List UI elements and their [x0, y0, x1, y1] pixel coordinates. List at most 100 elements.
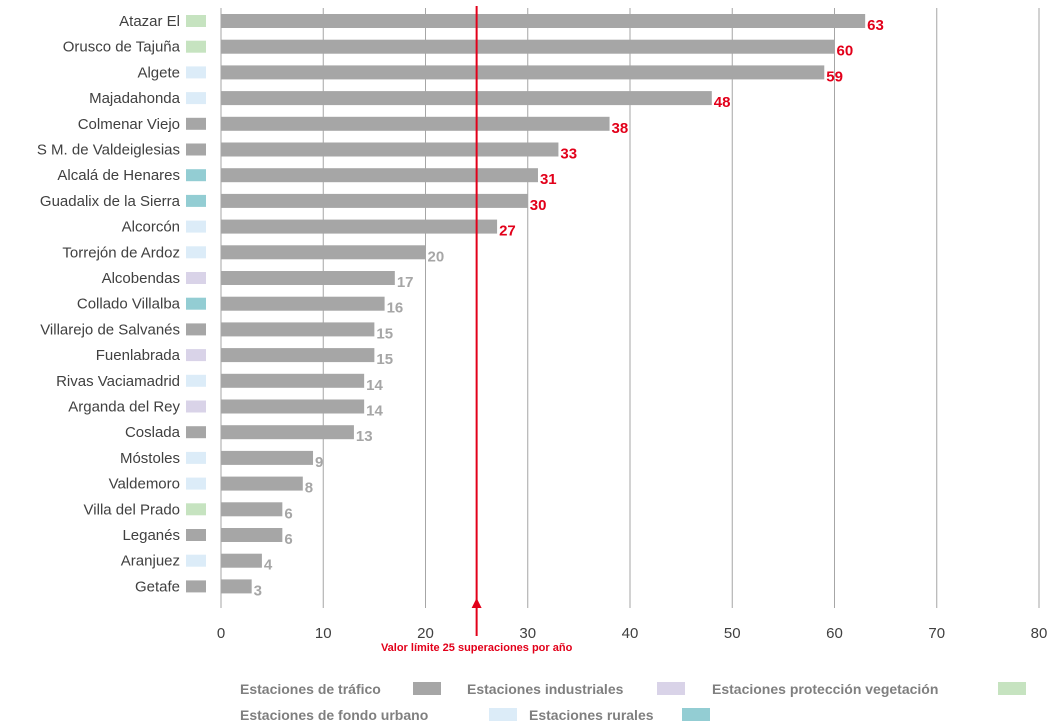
category-label: Collado Villalba	[77, 296, 181, 313]
value-label: 13	[356, 428, 373, 445]
bars	[221, 14, 866, 594]
category-label: Orusco de Tajuña	[63, 39, 181, 56]
value-label: 63	[867, 17, 884, 34]
legend-label-industriales: Estaciones industriales	[467, 681, 624, 697]
bar	[221, 476, 303, 491]
x-tick-label: 60	[826, 625, 843, 642]
value-label: 6	[284, 505, 292, 522]
value-label: 6	[284, 531, 292, 548]
legend-label-proteccion_vegetacion: Estaciones protección vegetación	[712, 681, 938, 697]
station-type-swatch	[186, 66, 206, 79]
category-label: Villa del Prado	[84, 501, 180, 518]
station-type-swatches	[186, 15, 206, 593]
category-label: Arganda del Rey	[68, 399, 180, 416]
category-label: Rivas Vaciamadrid	[56, 373, 180, 390]
category-label: Móstoles	[120, 450, 180, 467]
value-label: 15	[376, 351, 393, 368]
category-label: Alcalá de Henares	[57, 167, 180, 184]
bar	[221, 322, 375, 337]
station-type-swatch	[186, 477, 206, 490]
category-label: Atazar El	[119, 13, 180, 30]
station-type-swatch	[186, 220, 206, 233]
category-label: Valdemoro	[109, 476, 180, 493]
grid-lines	[220, 8, 1040, 608]
category-label: S M. de Valdeiglesias	[37, 142, 180, 159]
limit-label: Valor límite 25 superaciones por año	[381, 642, 573, 654]
limit-arrow-icon	[471, 598, 482, 608]
x-tick-label: 50	[724, 625, 741, 642]
category-label: Villarejo de Salvanés	[40, 321, 180, 338]
x-axis-tick-labels: 0 10 20 30 40 50 60 70 80	[217, 625, 1048, 642]
station-type-swatch	[186, 451, 206, 464]
value-label: 8	[305, 480, 313, 497]
bar	[221, 502, 283, 517]
value-label: 16	[387, 300, 404, 317]
legend-swatch-fondo_urbano	[489, 708, 517, 721]
legend-swatch-rurales	[682, 708, 710, 721]
category-label: Majadahonda	[89, 90, 181, 107]
station-type-swatch	[186, 15, 206, 27]
value-label: 14	[366, 403, 383, 420]
bar	[221, 65, 825, 80]
category-label: Colmenar Viejo	[78, 116, 180, 133]
station-type-swatch	[186, 194, 206, 207]
value-label: 4	[264, 557, 273, 574]
value-label: 38	[612, 120, 629, 137]
category-label: Torrejón de Ardoz	[62, 244, 180, 261]
station-type-swatch	[186, 169, 206, 182]
value-label: 31	[540, 171, 557, 188]
station-type-swatch	[186, 117, 206, 130]
station-type-swatch	[186, 40, 206, 53]
category-label: Getafe	[135, 578, 180, 595]
category-label: Fuenlabrada	[96, 347, 181, 364]
bar	[221, 168, 538, 183]
bar	[221, 245, 426, 260]
x-tick-label: 20	[417, 625, 434, 642]
value-label: 59	[826, 68, 843, 85]
station-type-swatch	[186, 503, 206, 516]
value-label: 33	[560, 146, 577, 163]
value-label: 17	[397, 274, 414, 291]
bar	[221, 14, 866, 28]
value-label: 60	[837, 43, 854, 60]
bar	[221, 296, 385, 311]
x-tick-label: 30	[519, 625, 536, 642]
category-label: Leganés	[122, 527, 180, 544]
category-label: Alcobendas	[102, 270, 180, 287]
x-tick-label: 80	[1031, 625, 1048, 642]
category-label: Guadalix de la Sierra	[40, 193, 181, 210]
category-labels: Atazar El Orusco de Tajuña Algete Majadahon…	[37, 13, 181, 595]
legend-label-fondo_urbano: Estaciones de fondo urbano	[240, 707, 428, 723]
x-tick-label: 70	[928, 625, 945, 642]
value-label: 9	[315, 454, 323, 471]
legend-swatch-industriales	[657, 682, 685, 695]
bar	[221, 39, 835, 54]
legend-swatch-proteccion_vegetacion	[998, 682, 1026, 695]
category-label: Alcorcón	[122, 219, 180, 236]
bar	[221, 579, 252, 594]
bar	[221, 271, 395, 285]
category-label: Algete	[137, 64, 180, 81]
station-type-swatch	[186, 272, 206, 284]
station-type-swatch	[186, 143, 206, 156]
limit-marker: Valor límite 25 superaciones por año	[381, 6, 573, 654]
bar	[221, 553, 262, 568]
bar	[221, 91, 712, 106]
x-tick-label: 40	[622, 625, 639, 642]
station-type-swatch	[186, 246, 206, 259]
legend: Estaciones de tráfico Estaciones industri…	[240, 681, 1026, 723]
bar	[221, 425, 354, 440]
x-tick-label: 0	[217, 625, 225, 642]
value-label: 48	[714, 94, 731, 111]
station-type-swatch	[186, 580, 206, 593]
bar	[221, 528, 283, 542]
bar	[221, 399, 365, 414]
bar	[221, 219, 498, 234]
category-label: Coslada	[125, 424, 181, 441]
station-type-swatch	[186, 529, 206, 541]
station-type-swatch	[186, 297, 206, 310]
x-tick-label: 10	[315, 625, 332, 642]
station-type-swatch	[186, 349, 206, 362]
